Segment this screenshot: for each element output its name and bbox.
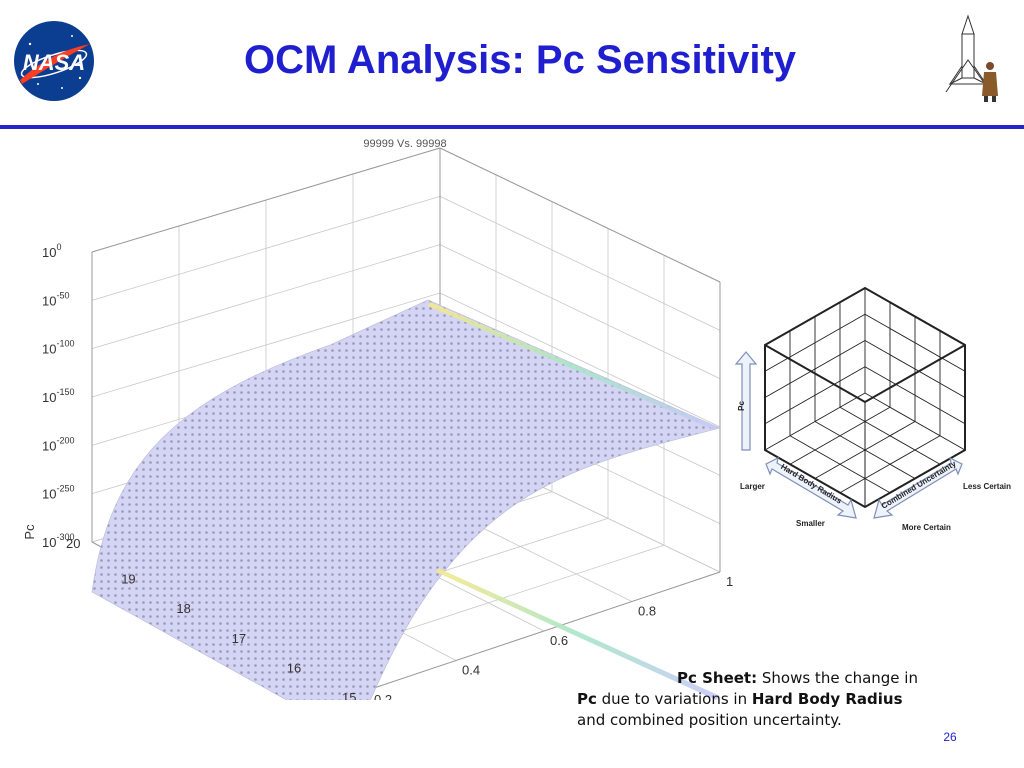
y-tick-label: 0.6 <box>550 633 568 648</box>
page-title: OCM Analysis: Pc Sensitivity <box>243 38 797 82</box>
cube-grid-line <box>764 366 866 425</box>
cube-grid-line <box>839 406 941 465</box>
cube-grid-line <box>764 392 866 451</box>
x-tick-label: 19 <box>121 572 135 587</box>
page-number: 26 <box>943 730 957 744</box>
axis-edge <box>91 147 441 253</box>
nasa-logo: NASA <box>14 21 94 101</box>
z-tick-label: 10-50 <box>42 290 69 308</box>
cube-grid-line <box>764 340 866 398</box>
cube-grid-line <box>814 421 916 479</box>
caption: Pc Sheet: Shows the change in Pc due to … <box>577 668 1007 731</box>
caption-bold-1: Pc Sheet: <box>677 669 758 687</box>
surface-mesh <box>91 299 721 700</box>
cube-smaller-label: Smaller <box>796 519 825 528</box>
caption-bold-3: Hard Body Radius <box>751 690 903 708</box>
pc-arrow: Pc <box>734 351 758 451</box>
z-axis-ticks: 100 10-50 10-100 10-150 10-200 10-250 10-300 <box>42 242 74 550</box>
grid-line <box>439 244 721 380</box>
x-tick-label: 16 <box>287 660 301 675</box>
x-axis-ticks: 20 19 18 17 16 15 <box>66 536 356 700</box>
x-tick-label: 20 <box>66 536 80 551</box>
caption-text-2: due to variations in <box>596 690 752 708</box>
cube-cu-label: Combined Uncertainty <box>880 459 958 511</box>
z-tick-label: 10-200 <box>42 435 74 453</box>
axis-edge <box>439 147 721 283</box>
cube-grid-line <box>839 435 941 494</box>
surface-rim-bottom <box>436 568 720 700</box>
y-axis-ticks: 0.2 0.4 0.6 0.8 1 <box>374 574 733 700</box>
plot-title: 99999 Vs. 99998 <box>363 138 447 150</box>
z-tick-label: 10-250 <box>42 484 74 502</box>
z-tick-label: 100 <box>42 242 61 260</box>
x-tick-label: 15 <box>342 690 356 700</box>
caption-bold-2: Pc <box>577 690 597 708</box>
z-tick-label: 10-100 <box>42 339 74 357</box>
y-tick-label: 0.2 <box>374 692 392 700</box>
axis-edge <box>367 571 721 691</box>
caption-text-3: and combined position uncertainty. <box>577 711 842 729</box>
z-tick-label: 10-300 <box>42 532 74 550</box>
z-axis-label: Pc <box>22 524 37 540</box>
x-tick-label: 17 <box>232 631 246 646</box>
cube-grid-line <box>864 392 966 451</box>
y-tick-label: 0.8 <box>638 604 656 619</box>
cube-grid-line <box>864 340 966 398</box>
y-tick-label: 0.4 <box>462 663 480 678</box>
x-tick-label: 18 <box>176 601 190 616</box>
cube-hbr-label: Hard Body Radius <box>779 462 844 506</box>
title-rule <box>0 125 1024 129</box>
cube-pc-label: Pc <box>737 401 746 411</box>
surface-rim-top <box>428 302 720 430</box>
surface-plot: Pc 100 10-50 10-100 10-150 10-200 10-250 10-30… <box>22 147 733 700</box>
cube-more-certain-label: More Certain <box>902 523 951 532</box>
caption-text-1: Shows the change in <box>757 669 918 687</box>
grid-line <box>439 292 721 428</box>
grid-line <box>439 195 721 331</box>
legend-cube: Pc Hard Body Radius Combined Uncertainty… <box>734 286 1011 532</box>
rocket-astronaut-logo <box>945 14 998 102</box>
nasa-wordmark: NASA <box>23 50 85 75</box>
z-tick-label: 10-150 <box>42 387 74 405</box>
y-tick-label: 1 <box>726 574 733 589</box>
cube-grid-line <box>864 366 966 425</box>
cube-larger-label: Larger <box>740 482 765 491</box>
cube-less-certain-label: Less Certain <box>963 482 1011 491</box>
cu-arrow: Combined Uncertainty <box>873 456 963 519</box>
hbr-arrow: Hard Body Radius <box>765 456 857 519</box>
